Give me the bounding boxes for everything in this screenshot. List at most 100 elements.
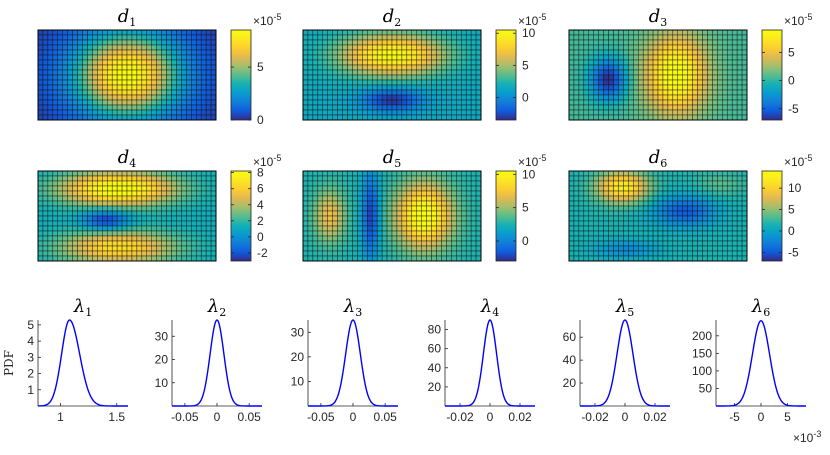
heatmap-cell [583, 54, 590, 61]
heatmap-cell [741, 94, 748, 101]
heatmap-cell [736, 200, 743, 207]
heatmap-cell [677, 69, 683, 76]
heatmap-cell [682, 230, 688, 237]
heatmap-cell [347, 34, 353, 41]
heatmap-cell [161, 205, 167, 212]
heatmap-cell [618, 109, 624, 116]
heatmap-cell [141, 170, 148, 177]
heatmap-cell [652, 230, 659, 237]
heatmap-cell [327, 69, 333, 76]
heatmap-cell [726, 170, 733, 177]
heatmap-cell [411, 215, 417, 222]
heatmap-cell [682, 79, 688, 86]
heatmap-cell [337, 89, 343, 96]
heatmap-cell [717, 190, 723, 197]
heatmap-cell [475, 44, 482, 51]
heatmap-cell [642, 230, 649, 237]
heatmap-cell [593, 49, 599, 56]
heatmap-cell [613, 240, 619, 247]
heatmap-cell [181, 225, 187, 232]
heatmap-cell [667, 210, 674, 217]
heatmap-cell [391, 230, 398, 237]
heatmap-cell [736, 69, 743, 76]
heatmap-cell [386, 175, 393, 182]
heatmap-cell [717, 200, 723, 207]
heatmap-cell [136, 64, 143, 71]
heatmap-cell [470, 74, 477, 81]
heatmap-cell [205, 114, 212, 121]
heatmap-cell [37, 190, 44, 197]
heatmap-cell [460, 79, 467, 86]
heatmap-cell [42, 170, 49, 177]
heatmap-cell [667, 64, 674, 71]
heatmap-cell [352, 225, 358, 232]
heatmap-cell [317, 89, 324, 96]
heatmap-cell [677, 49, 683, 56]
heatmap-cell [628, 79, 634, 86]
heatmap-cell [136, 255, 143, 262]
heatmap-cells [302, 170, 482, 262]
heatmap-cell [200, 49, 207, 56]
heatmap-cell [317, 220, 324, 227]
heatmap-cell [436, 245, 442, 252]
heatmap-cell [195, 74, 202, 81]
heatmap-cell [618, 255, 624, 262]
heatmap-cell [421, 114, 427, 121]
heatmap-cell [57, 170, 63, 177]
heatmap-cell [475, 49, 482, 56]
heatmap-cell [171, 170, 177, 177]
heatmap-cell [52, 99, 59, 106]
heatmap-cell [436, 185, 442, 192]
heatmap-cell [623, 210, 629, 217]
heatmap-cell [702, 59, 708, 66]
heatmap-cell [307, 64, 314, 71]
heatmap-cell [342, 235, 348, 242]
heatmap-cell [371, 94, 378, 101]
heatmap-cell [67, 69, 73, 76]
heatmap-cell [337, 240, 343, 247]
heatmap-cell [421, 99, 427, 106]
heatmap-cell [717, 225, 723, 232]
heatmap-cell [702, 34, 708, 41]
heatmap-cell [642, 235, 649, 242]
heatmap-cell [628, 94, 634, 101]
heatmap-cell [52, 89, 59, 96]
heatmap-cell [116, 54, 123, 61]
heatmap-cell [97, 99, 103, 106]
heatmap-cell [181, 29, 187, 36]
heatmap-cell [77, 94, 83, 101]
heatmap-cell [67, 170, 73, 177]
heatmap-cell [87, 44, 93, 51]
heatmap-cell [618, 215, 624, 222]
heatmap-cell [332, 190, 338, 197]
heatmap-cell [327, 54, 333, 61]
heatmap-cell [352, 215, 358, 222]
heatmap-cell [342, 190, 348, 197]
heatmap-cell [568, 240, 575, 247]
heatmap-cell [337, 190, 343, 197]
heatmap-cell [347, 94, 353, 101]
heatmap-cell [618, 195, 624, 202]
heatmap-cell [357, 190, 363, 197]
heatmap-cell [62, 225, 68, 232]
heatmap-cell [376, 205, 383, 212]
colorbar [495, 29, 517, 121]
heatmap-cell [465, 89, 472, 96]
heatmap-cell [411, 69, 417, 76]
heatmap-cell [731, 74, 738, 81]
heatmap-cell [391, 104, 398, 111]
heatmap-cell [376, 39, 383, 46]
heatmap-cell [176, 44, 182, 51]
heatmap-cell [465, 54, 472, 61]
heatmap-cell [37, 215, 44, 222]
heatmap-cell [156, 54, 162, 61]
heatmap-cell [741, 185, 748, 192]
heatmap-cell [667, 74, 674, 81]
heatmap-cell [682, 240, 688, 247]
heatmap-cell [583, 230, 590, 237]
heatmap-cell [87, 205, 93, 212]
heatmap-cell [302, 94, 309, 101]
heatmap-cell [87, 69, 93, 76]
heatmap-cell [337, 84, 343, 91]
heatmap-cell [598, 195, 604, 202]
